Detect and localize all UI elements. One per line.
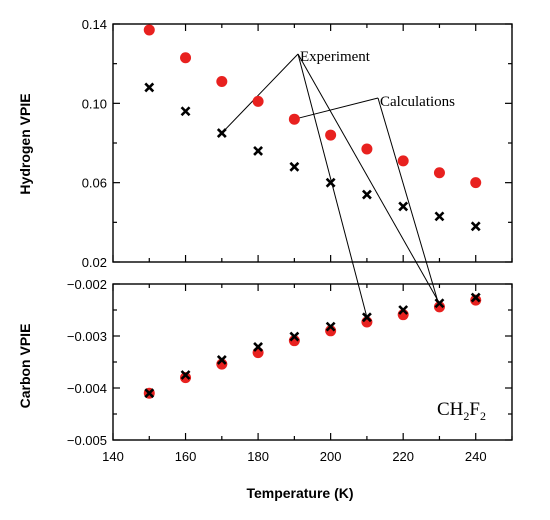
x-tick-label: 200 bbox=[320, 449, 342, 464]
hydrogen-y-tick-label: 0.06 bbox=[82, 176, 107, 191]
carbon-y-tick-label: −0.002 bbox=[67, 277, 107, 292]
hydrogen-calculation-point bbox=[143, 24, 155, 36]
hydrogen-experiment-point bbox=[398, 201, 409, 212]
experiment-annotation: Experiment bbox=[300, 49, 371, 65]
carbon-experiment-point bbox=[216, 355, 227, 365]
carbon-experiment-point bbox=[434, 298, 445, 309]
x-axis-label: Temperature (K) bbox=[246, 485, 353, 501]
x-tick-label: 140 bbox=[102, 449, 124, 464]
x-tick-label: 180 bbox=[247, 449, 269, 464]
hydrogen-experiment-point bbox=[325, 177, 336, 188]
hydrogen-calculation-point bbox=[470, 177, 482, 189]
x-tick-label: 220 bbox=[392, 449, 414, 464]
carbon-experiment-point bbox=[325, 321, 336, 332]
hydrogen-y-tick-label: 0.02 bbox=[82, 255, 107, 270]
annotation-leaders bbox=[221, 53, 440, 318]
calculations-leader-line bbox=[294, 97, 379, 120]
carbon-experiment-point bbox=[398, 305, 409, 315]
hydrogen-experiment-point bbox=[470, 221, 481, 232]
hydrogen-y-tick-label: 0.14 bbox=[82, 17, 107, 32]
hydrogen-experiment-point bbox=[144, 82, 155, 93]
carbon-experiment-point bbox=[361, 312, 372, 323]
hydrogen-calculation-point bbox=[288, 113, 300, 125]
tick-layer: 0.02 0.06 0.10 0.14 −0.005 −0.004 −0.003 −0.002… bbox=[67, 17, 513, 464]
carbon-experiment-point bbox=[144, 388, 155, 399]
hydrogen-calculation-point bbox=[397, 155, 409, 167]
carbon-calculation-point bbox=[470, 294, 482, 306]
hydrogen-calculation-point bbox=[252, 95, 264, 107]
hydrogen-experiment-point bbox=[216, 128, 227, 139]
hydrogen-experiment-point bbox=[361, 189, 372, 200]
hydrogen-y-axis-label: Hydrogen VPIE bbox=[17, 93, 33, 194]
hydrogen-calculation-point bbox=[216, 76, 228, 88]
species-f: F bbox=[469, 399, 480, 420]
carbon-y-axis-label: Carbon VPIE bbox=[17, 324, 33, 409]
hydrogen-calculation-point bbox=[180, 52, 192, 64]
experiment-leader-line bbox=[221, 53, 299, 134]
carbon-y-tick-label: −0.004 bbox=[67, 381, 107, 396]
hydrogen-y-tick-label: 0.10 bbox=[82, 96, 107, 111]
species-label: CH2F2 bbox=[437, 399, 486, 423]
hydrogen-calculation-point bbox=[325, 129, 337, 141]
carbon-y-tick-label: −0.005 bbox=[67, 433, 107, 448]
carbon-y-tick-label: −0.003 bbox=[67, 329, 107, 344]
carbon-experiment-point bbox=[289, 331, 300, 342]
carbon-calculation-point bbox=[433, 301, 445, 313]
carbon-experiment-point bbox=[253, 342, 264, 352]
carbon-calculation-point bbox=[180, 372, 192, 384]
species-sub-2: 2 bbox=[480, 409, 486, 423]
experiment-leader-line bbox=[297, 53, 440, 304]
hydrogen-calculation-point bbox=[361, 143, 373, 155]
hydrogen-calculation-point bbox=[433, 167, 445, 179]
x-tick-label: 160 bbox=[175, 449, 197, 464]
hydrogen-experiment-point bbox=[253, 146, 264, 156]
calculations-leader-line bbox=[377, 97, 440, 308]
species-sub-1: 2 bbox=[463, 409, 469, 423]
carbon-experiment-point bbox=[180, 370, 191, 380]
hydrogen-experiment-point bbox=[289, 161, 300, 172]
calculations-annotation: Calculations bbox=[380, 94, 455, 110]
x-tick-label: 240 bbox=[465, 449, 487, 464]
species-ch: CH bbox=[437, 399, 464, 420]
data-marks bbox=[143, 24, 482, 399]
carbon-experiment-point bbox=[470, 292, 481, 303]
hydrogen-experiment-point bbox=[180, 106, 191, 117]
carbon-calculation-point bbox=[252, 347, 264, 359]
hydrogen-experiment-point bbox=[434, 211, 445, 222]
